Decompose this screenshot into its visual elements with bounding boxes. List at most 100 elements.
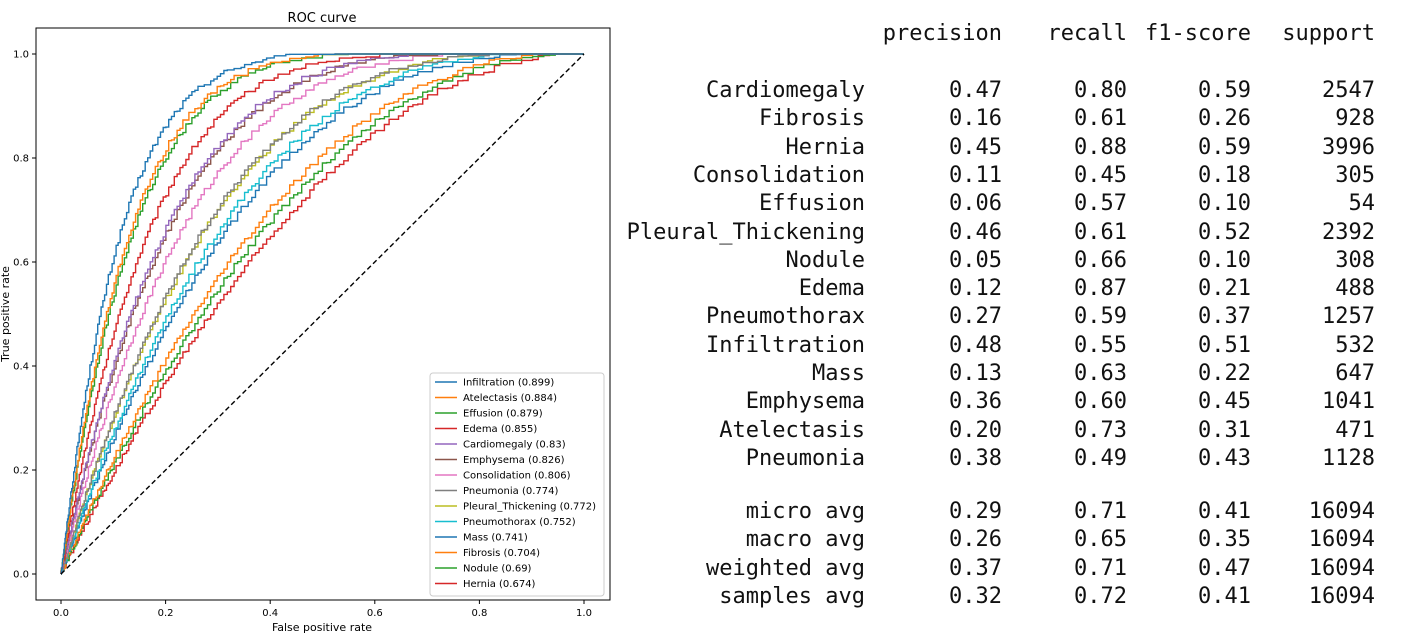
report-row-label: Infiltration bbox=[706, 332, 865, 358]
report-avg-cell: 0.41 bbox=[1198, 583, 1251, 609]
report-cell: 0.06 bbox=[949, 191, 1002, 217]
report-row-label: Pneumothorax bbox=[706, 304, 865, 330]
roc-chart: ROC curve 0.0 0.2 0.4 0.6 0.8 1.0 0.0 0.2 0.4 0.6… bbox=[0, 11, 611, 634]
report-cell: 647 bbox=[1335, 361, 1375, 386]
legend-entry: Emphysema (0.826) bbox=[463, 455, 565, 466]
report-cell: 0.05 bbox=[949, 247, 1002, 273]
report-avg-cell: 16094 bbox=[1308, 527, 1375, 553]
x-tick-label: 1.0 bbox=[576, 608, 592, 619]
report-cell: 0.80 bbox=[1074, 78, 1127, 103]
roc-curve-pneumonia bbox=[60, 53, 584, 575]
report-cell: 0.21 bbox=[1198, 276, 1251, 302]
report-row-label: Fibrosis bbox=[759, 106, 865, 132]
report-cell: 2392 bbox=[1322, 219, 1375, 245]
report-cell: 0.10 bbox=[1198, 191, 1251, 217]
legend-entry: Pleural_Thickening (0.772) bbox=[463, 502, 596, 513]
report-cell: 471 bbox=[1335, 417, 1375, 443]
roc-curve-edema bbox=[60, 53, 584, 575]
x-axis-label: False positive rate bbox=[272, 621, 372, 634]
report-avg-cell: 0.35 bbox=[1198, 527, 1251, 553]
report-row-label: Pleural_Thickening bbox=[626, 219, 865, 245]
report-cell: 0.46 bbox=[949, 219, 1002, 245]
plot-frame bbox=[35, 27, 611, 601]
axis-layer: 0.0 0.2 0.4 0.6 0.8 1.0 0.0 0.2 0.4 0.6 0.8 1.0 bbox=[13, 50, 592, 620]
report-row-label: Nodule bbox=[785, 247, 865, 273]
report-cell: 0.26 bbox=[1198, 106, 1251, 132]
report-avg-cell: 16094 bbox=[1308, 583, 1375, 609]
legend-entry: Edema (0.855) bbox=[463, 424, 537, 435]
legend-box bbox=[429, 372, 605, 597]
classification-report: precision recall f1-score support Cardiomega… bbox=[626, 0, 1400, 641]
x-tick-label: 0.2 bbox=[158, 608, 174, 619]
report-cell: 0.37 bbox=[1198, 304, 1251, 330]
legend-entry: Pneumothorax (0.752) bbox=[463, 517, 576, 528]
report-avg-cell: 0.41 bbox=[1198, 499, 1251, 524]
report-cell: 0.43 bbox=[1198, 445, 1251, 471]
roc-curve-pneumothorax bbox=[60, 53, 584, 575]
report-cell: 0.45 bbox=[1074, 162, 1127, 188]
x-tick-label: 0.0 bbox=[53, 608, 69, 619]
report-row-label: Mass bbox=[812, 361, 865, 386]
y-tick-label: 0.2 bbox=[13, 466, 29, 477]
report-cell: 0.20 bbox=[949, 417, 1002, 443]
report-avg-cell: 0.32 bbox=[949, 583, 1002, 609]
report-avg-cell: 0.65 bbox=[1074, 527, 1127, 553]
report-cell: 0.18 bbox=[1198, 162, 1251, 188]
report-row-label: Hernia bbox=[785, 134, 865, 160]
y-tick-label: 0.6 bbox=[13, 258, 29, 269]
legend-entry: Atelectasis (0.884) bbox=[463, 393, 557, 404]
report-column-header: f1-score bbox=[1145, 21, 1251, 46]
report-cell: 0.38 bbox=[949, 445, 1002, 471]
report-avg-cell: 0.71 bbox=[1074, 499, 1127, 524]
report-cell: 0.12 bbox=[949, 276, 1002, 302]
report-cell: 0.27 bbox=[949, 304, 1002, 330]
y-axis-label: True positive rate bbox=[0, 266, 12, 363]
report-cell: 305 bbox=[1335, 162, 1375, 188]
y-tick-label: 1.0 bbox=[13, 50, 29, 61]
legend-entry: Fibrosis (0.704) bbox=[463, 548, 540, 559]
chance-diagonal-line bbox=[60, 53, 585, 575]
legend-entry: Consolidation (0.806) bbox=[463, 471, 571, 482]
report-cell: 0.60 bbox=[1074, 389, 1127, 415]
report-cell: 0.49 bbox=[1074, 445, 1127, 471]
report-avg-cell: 0.37 bbox=[949, 555, 1002, 581]
report-row-label: Cardiomegaly bbox=[706, 78, 865, 103]
legend-entry: Effusion (0.879) bbox=[463, 409, 543, 420]
report-cell: 0.87 bbox=[1074, 276, 1127, 302]
roc-curve-cardiomegaly bbox=[60, 53, 584, 574]
chart-title: ROC curve bbox=[288, 11, 357, 26]
report-avg-label: samples avg bbox=[719, 583, 865, 609]
report-cell: 0.31 bbox=[1198, 417, 1251, 443]
report-cell: 0.57 bbox=[1074, 191, 1127, 217]
report-avg-cell: 16094 bbox=[1308, 555, 1375, 581]
report-cell: 0.61 bbox=[1074, 106, 1127, 132]
report-cell: 0.66 bbox=[1074, 247, 1127, 273]
report-cell: 54 bbox=[1348, 191, 1376, 217]
report-cell: 3996 bbox=[1322, 134, 1375, 160]
report-cell: 0.13 bbox=[949, 361, 1002, 386]
report-cell: 0.55 bbox=[1074, 332, 1127, 358]
report-row-label: Emphysema bbox=[745, 389, 865, 415]
report-cell: 0.63 bbox=[1074, 361, 1127, 386]
plot-layer bbox=[60, 53, 585, 575]
report-cell: 0.10 bbox=[1198, 247, 1251, 273]
x-tick-label: 0.4 bbox=[262, 608, 278, 619]
report-row-label: Atelectasis bbox=[719, 417, 865, 443]
report-cell: 308 bbox=[1335, 247, 1375, 273]
report-cell: 0.59 bbox=[1074, 304, 1127, 330]
report-cell: 1128 bbox=[1322, 445, 1375, 471]
roc-curve-hernia bbox=[60, 53, 584, 574]
x-tick-label: 0.8 bbox=[471, 608, 487, 619]
y-tick-label: 0.4 bbox=[13, 362, 29, 373]
legend-entry: Nodule (0.69) bbox=[463, 564, 532, 575]
report-cell: 0.16 bbox=[949, 106, 1002, 132]
y-tick-label: 0.8 bbox=[13, 154, 29, 165]
legend-entry: Hernia (0.674) bbox=[463, 579, 536, 590]
report-avg-cell: 16094 bbox=[1308, 499, 1375, 524]
report-column-header: precision bbox=[882, 21, 1002, 46]
roc-curve-infiltration bbox=[60, 53, 584, 575]
report-cell: 0.52 bbox=[1198, 219, 1251, 245]
report-cell: 0.22 bbox=[1198, 361, 1251, 386]
report-cell: 1041 bbox=[1322, 389, 1375, 415]
report-avg-cell: 0.47 bbox=[1198, 555, 1251, 581]
